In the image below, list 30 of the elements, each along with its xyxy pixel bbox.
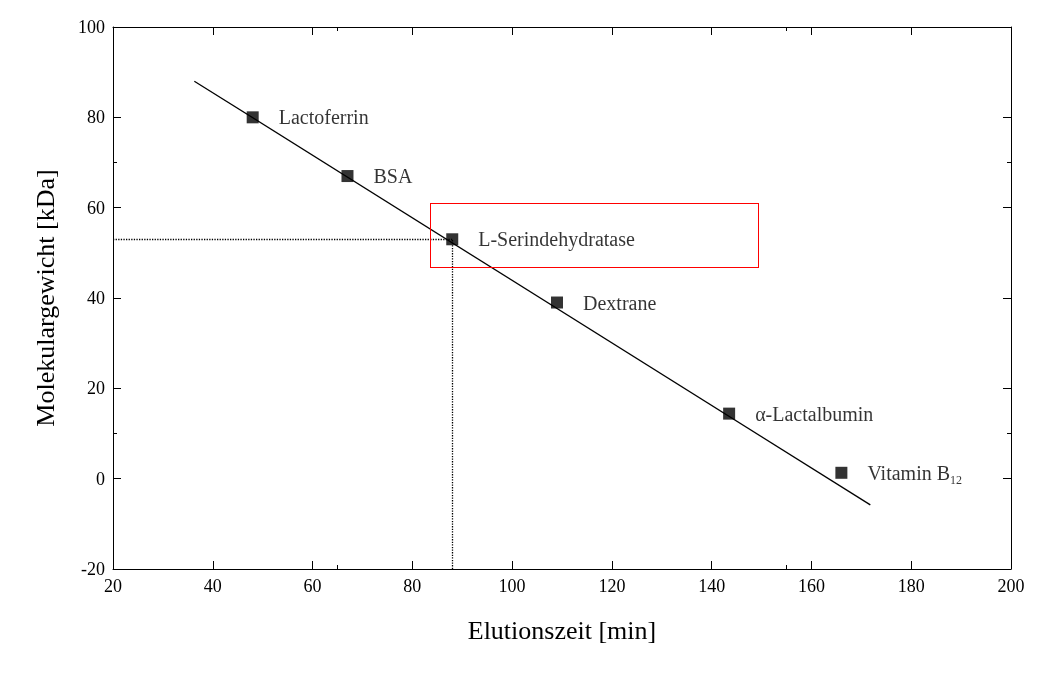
point — [341, 170, 354, 183]
x-tick-label: 200 — [997, 576, 1025, 596]
x-tick-label: 120 — [598, 576, 626, 596]
x-tick-label: 80 — [403, 576, 422, 596]
y-tick-label: 60 — [87, 197, 105, 218]
point — [551, 296, 564, 309]
x-tick-label: 100 — [498, 576, 526, 596]
point — [446, 233, 459, 246]
y-tick-label: 80 — [87, 107, 105, 128]
annotation: α-Lactalbumin — [755, 402, 874, 425]
x-tick-label: 140 — [698, 576, 726, 596]
point — [246, 111, 259, 124]
x-tick-label: 180 — [897, 576, 925, 596]
y-tick-label: -20 — [81, 559, 105, 579]
y-tick-label: 0 — [96, 468, 105, 489]
y-tick-label: 100 — [78, 17, 105, 37]
x-tick-label: 20 — [104, 576, 122, 596]
x-tick-label: 60 — [303, 576, 322, 596]
x-tick-label: 40 — [203, 576, 222, 596]
y-axis-title: Molekulargewicht [kDa] — [30, 169, 60, 427]
point — [835, 466, 848, 479]
annotation: Lactoferrin — [278, 106, 369, 129]
x-axis-title: Elutionszeit [min] — [467, 615, 657, 645]
annotation: BSA — [373, 165, 413, 188]
annotation: Dextrane — [583, 291, 657, 314]
x-tick-label: 160 — [797, 576, 825, 596]
annotation: L-Serindehydratase — [478, 228, 635, 252]
y-tick-label: 40 — [87, 288, 105, 308]
point — [723, 407, 736, 420]
y-tick-label: 20 — [87, 378, 105, 399]
